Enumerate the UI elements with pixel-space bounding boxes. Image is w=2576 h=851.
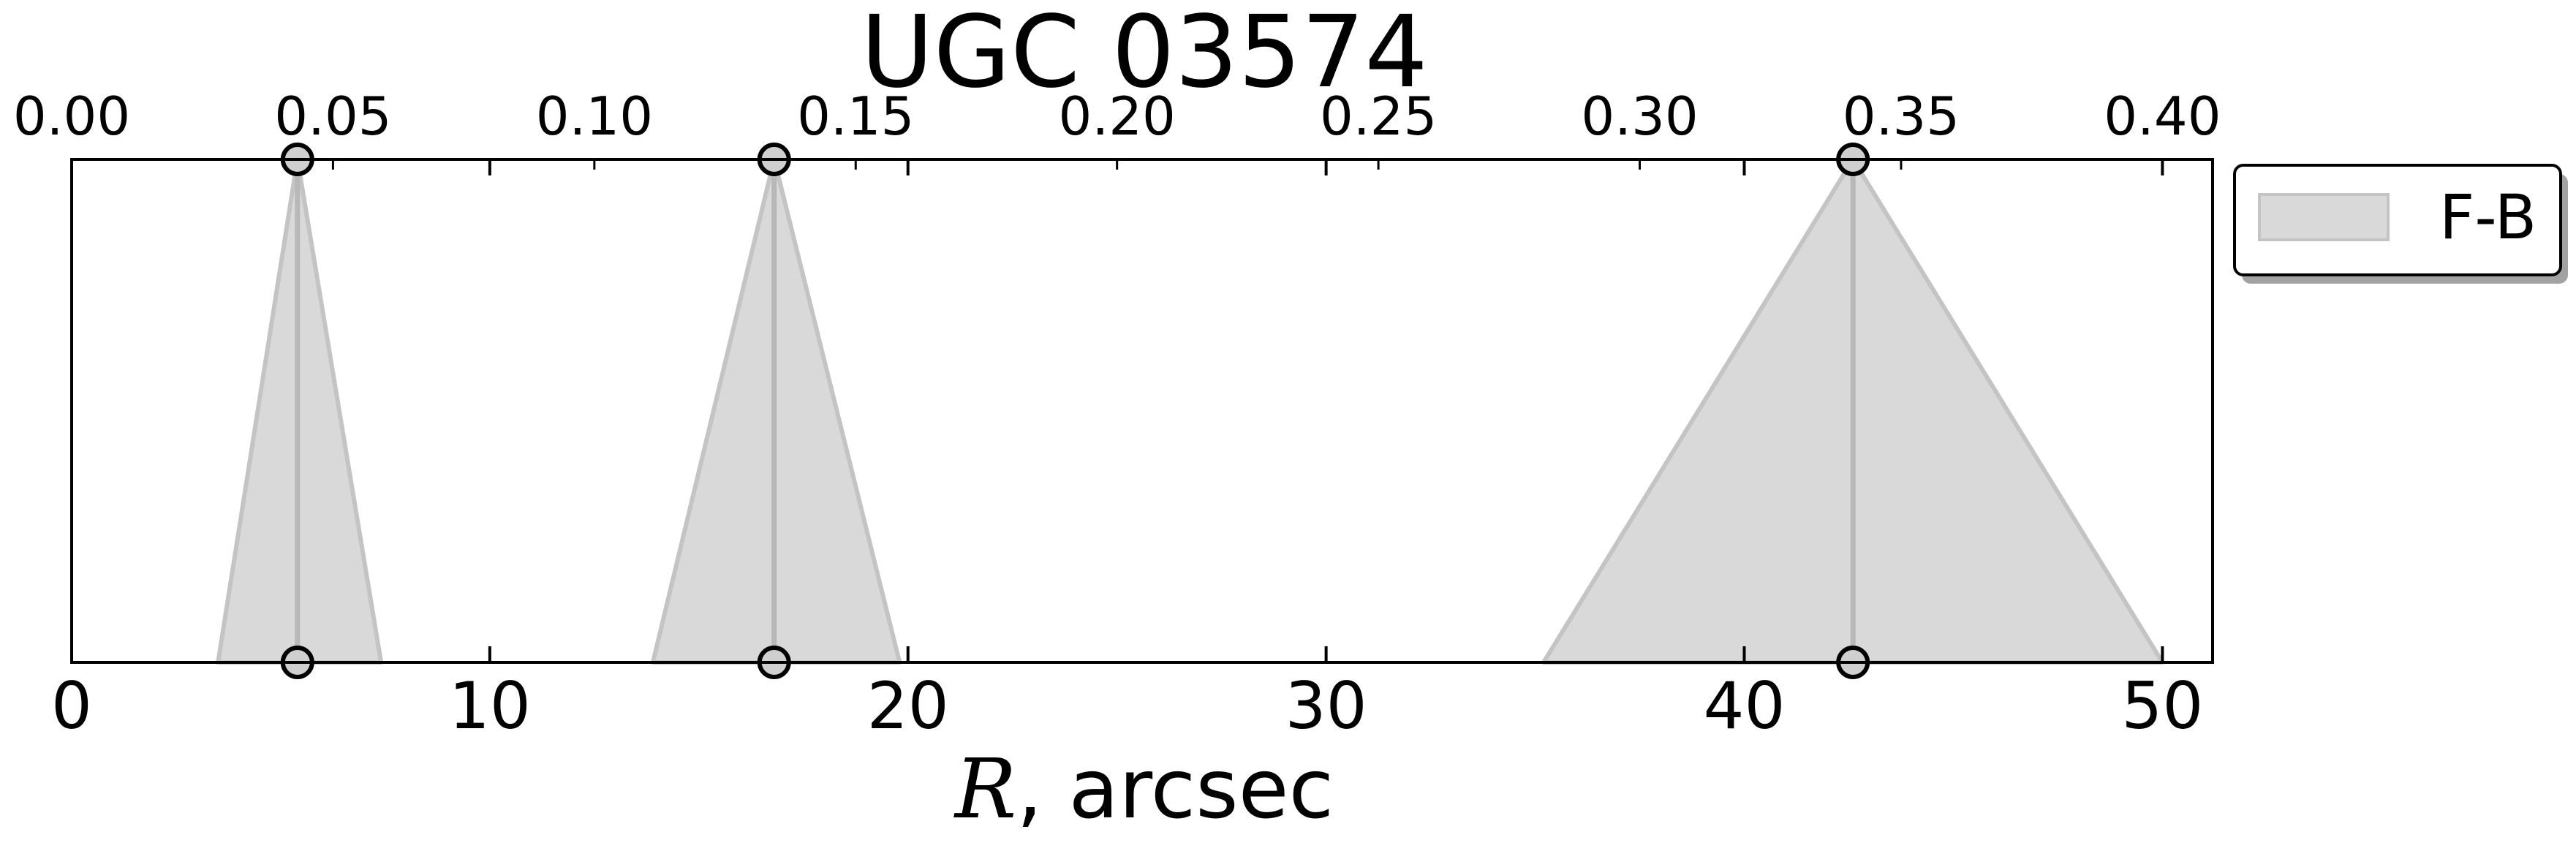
bottom-tick-label-4: 40 — [1704, 668, 1786, 744]
x-axis-label-var: R — [953, 742, 1016, 837]
bottom-tick-label-0: 0 — [51, 668, 92, 744]
x-axis-label: R, arcsec — [953, 742, 1334, 837]
bottom-tick-label-3: 30 — [1285, 668, 1367, 744]
top-tick-label-8: 0.40 — [2104, 86, 2221, 147]
top-tick-label-1: 0.05 — [274, 86, 391, 147]
top-tick-label-5: 0.25 — [1320, 86, 1437, 147]
top-tick-label-2: 0.10 — [536, 86, 653, 147]
legend-label: F-B — [2439, 181, 2537, 253]
bottom-tick-label-5: 50 — [2121, 668, 2203, 744]
bottom-tick-label-2: 20 — [867, 668, 949, 744]
top-tick-label-0: 0.00 — [13, 86, 130, 147]
legend-box — [2233, 164, 2562, 276]
top-tick-label-3: 0.15 — [797, 86, 914, 147]
x-axis-label-unit: , arcsec — [1016, 742, 1334, 837]
top-axis-ticks: 0.00 0.05 0.10 0.15 0.20 0.25 0.30 0.35 0.40 — [13, 86, 2221, 170]
bottom-tick-label-1: 10 — [449, 668, 531, 744]
chart-title: UGC 03574 — [861, 0, 1428, 110]
legend: F-B — [2233, 164, 2568, 284]
series-f-b — [216, 143, 2165, 679]
top-tick-label-7: 0.35 — [1843, 86, 1960, 147]
legend-swatch — [2258, 193, 2390, 241]
bottom-axis-ticks: 0 10 20 30 40 50 — [51, 159, 2203, 744]
top-tick-label-4: 0.20 — [1059, 86, 1176, 147]
plot-frame — [70, 158, 2214, 664]
top-tick-label-6: 0.30 — [1581, 86, 1698, 147]
